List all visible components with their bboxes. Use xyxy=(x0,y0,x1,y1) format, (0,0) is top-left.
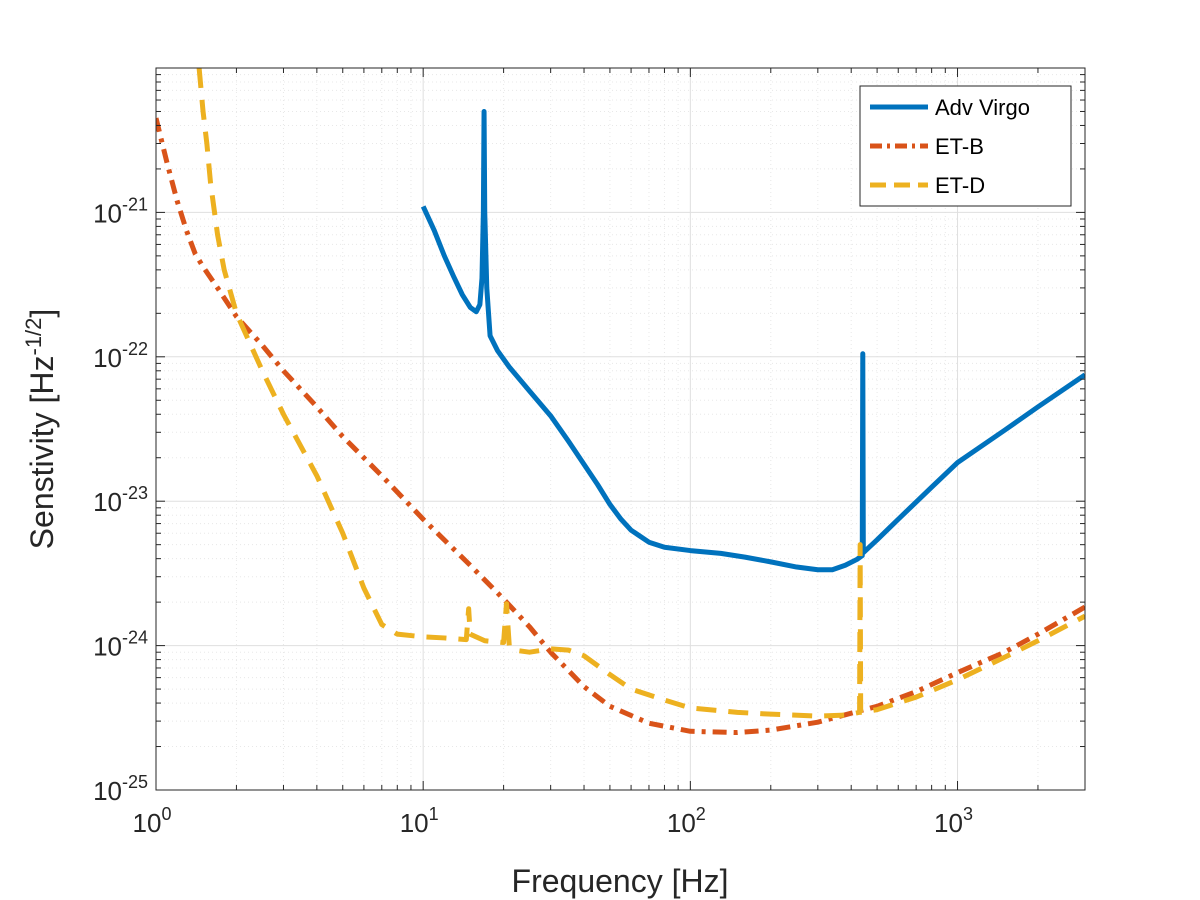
x-tick-base: 10 xyxy=(133,808,162,838)
y-tick-label: 10-24 xyxy=(93,628,148,662)
y-tick-base: 10 xyxy=(93,198,122,228)
x-axis-label: Frequency [Hz] xyxy=(512,863,729,899)
x-tick-label: 101 xyxy=(400,804,439,838)
series-layer xyxy=(156,68,1085,736)
tick-marks xyxy=(155,67,1086,791)
legend-label-adv-virgo: Adv Virgo xyxy=(935,95,1030,120)
x-tick-exponent: 0 xyxy=(161,804,171,824)
y-tick-base: 10 xyxy=(93,776,122,806)
y-tick-label: 10-23 xyxy=(93,483,148,517)
legend: Adv Virgo ET-B ET-D xyxy=(859,85,1072,207)
x-tick-label: 100 xyxy=(133,804,172,838)
legend-label-et-d: ET-D xyxy=(935,173,985,198)
y-tick-label: 10-25 xyxy=(93,772,148,806)
y-tick-base: 10 xyxy=(93,343,122,373)
axes-box xyxy=(155,67,1086,791)
legend-label-et-b: ET-B xyxy=(935,134,984,159)
x-tick-base: 10 xyxy=(400,808,429,838)
y-tick-exponent: -25 xyxy=(122,772,148,792)
series-line-et-d xyxy=(196,68,1085,719)
x-tick-exponent: 3 xyxy=(963,804,973,824)
x-tick-exponent: 2 xyxy=(696,804,706,824)
x-tick-exponent: 1 xyxy=(429,804,439,824)
x-tick-label: 103 xyxy=(934,804,973,838)
series-line-et-b xyxy=(156,117,1085,736)
y-axis-label: Senstivity [Hz-1/2] xyxy=(21,309,60,550)
x-tick-labels: 100 101 102 103 xyxy=(133,804,973,838)
y-tick-base: 10 xyxy=(93,632,122,662)
y-axis-label-close: ] xyxy=(24,309,60,318)
x-tick-base: 10 xyxy=(934,808,963,838)
y-axis-label-exponent: -1/2 xyxy=(21,318,46,356)
y-axis-label-main: Senstivity [Hz xyxy=(24,355,60,549)
y-tick-exponent: -22 xyxy=(122,339,148,359)
y-tick-label: 10-22 xyxy=(93,339,148,373)
y-tick-exponent: -21 xyxy=(122,194,148,214)
x-tick-base: 10 xyxy=(667,808,696,838)
y-tick-exponent: -23 xyxy=(122,483,148,503)
y-tick-exponent: -24 xyxy=(122,628,148,648)
series-line-adv-virgo xyxy=(420,108,1085,573)
y-tick-base: 10 xyxy=(93,487,122,517)
y-tick-label: 10-21 xyxy=(93,194,148,228)
x-tick-label: 102 xyxy=(667,804,706,838)
